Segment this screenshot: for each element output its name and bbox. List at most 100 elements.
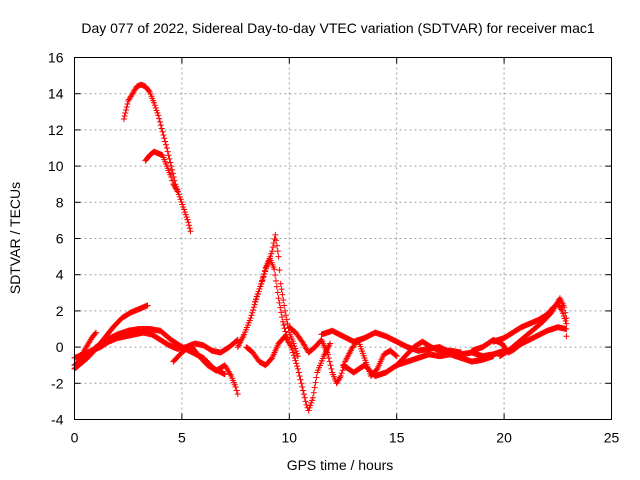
y-tick-label: -2 [51,375,64,391]
data-point [269,248,276,255]
y-tick-label: 6 [56,231,64,247]
data-point [92,329,99,336]
data-point [559,307,566,314]
data-point [273,242,280,249]
data-point [311,384,318,391]
data-point [168,173,175,180]
data-point [233,387,240,394]
y-tick-label: 8 [56,194,64,210]
data-point [163,141,170,148]
data-point [184,216,191,223]
data-point [255,288,262,295]
series-arc-short-early [80,329,99,356]
data-point [121,113,128,120]
data-point [296,373,303,380]
data-point [282,312,289,319]
data-point [174,188,181,195]
data-point [300,387,307,394]
data-point [283,316,290,323]
data-point [294,363,301,370]
x-tick-label: 20 [496,430,512,446]
data-point [152,104,159,111]
data-point [281,325,288,332]
y-tick-label: 10 [48,158,64,174]
data-point [247,315,254,322]
data-point [268,250,275,257]
data-point [518,340,525,347]
data-point [274,248,281,255]
series-arc-afternoon [318,327,508,360]
x-tick-label: 0 [71,430,79,446]
data-point [292,357,299,364]
data-point [563,333,570,340]
x-tick-label: 5 [178,430,186,446]
y-tick-label: 0 [56,339,64,355]
data-point [277,280,284,287]
data-point [254,291,261,298]
data-point [150,99,157,106]
data-point [257,283,264,290]
data-point [187,228,194,235]
data-point [563,320,570,327]
y-tick-label: 2 [56,303,64,319]
data-point [309,394,316,401]
data-point [160,131,167,138]
x-tick-label: 15 [389,430,405,446]
y-tick-label: 4 [56,267,64,283]
data-point [517,341,524,348]
data-point [272,277,279,284]
data-point [161,135,168,142]
data-point [288,344,295,351]
data-point [278,286,285,293]
data-point [302,398,309,405]
data-point [175,191,182,198]
data-point [307,402,314,409]
data-point [392,352,399,359]
data-point [183,214,190,221]
data-point [558,306,565,313]
data-point [179,201,186,208]
data-point [562,309,569,316]
data-point [232,383,239,390]
series-arc-noon-osc [286,324,400,387]
series-arc-dip [170,342,241,398]
x-axis-label: GPS time / hours [287,457,394,473]
data-point [326,358,333,365]
data-point [256,285,263,292]
data-point [169,177,176,184]
y-tick-label: 12 [48,122,64,138]
data-point [269,244,276,251]
series-arc-high [120,81,194,235]
data-point [339,367,346,374]
data-point [92,330,99,337]
data-point [281,302,288,309]
data-point [123,103,130,110]
chart-title: Day 077 of 2022, Sidereal Day-to-day VTE… [81,20,594,36]
series-arc-noon-spike [234,231,301,360]
data-point [154,109,161,116]
x-tick-label: 10 [282,430,298,446]
data-point [272,231,279,238]
data-point [336,374,343,381]
data-point [159,128,166,135]
data-point [328,365,335,372]
data-point [258,280,265,287]
data-point [279,318,286,325]
data-point [292,345,299,352]
data-point [297,376,304,383]
data-point [178,198,185,205]
data-point [234,391,241,398]
data-point [272,272,279,279]
data-point [300,391,307,398]
data-point [458,349,465,356]
data-point [290,340,297,347]
data-point [273,237,280,244]
data-point [293,348,300,355]
data-point [290,349,297,356]
data-point [144,302,151,309]
y-tick-label: -4 [51,412,64,428]
data-point [182,211,189,218]
data-point [180,204,187,211]
grid-layer [74,57,612,420]
data-point [181,206,188,213]
